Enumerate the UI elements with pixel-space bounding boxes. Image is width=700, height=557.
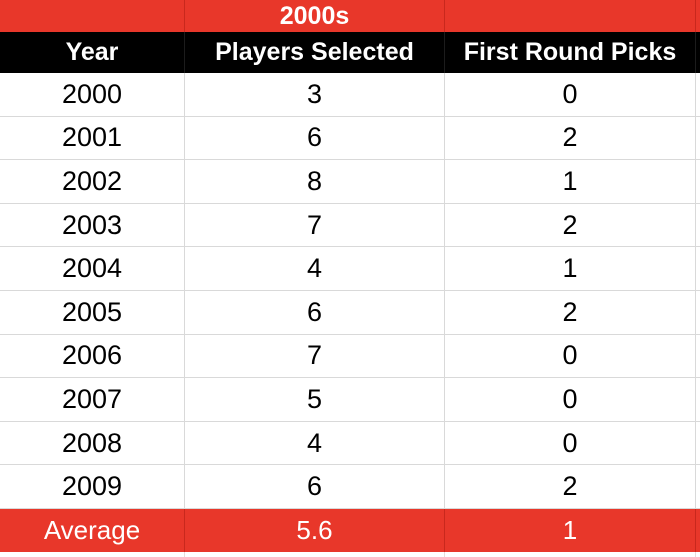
year-cell: 2002 bbox=[61, 165, 123, 196]
first-round-picks-cell: 2 bbox=[444, 290, 695, 334]
table-row-2000: 2000 3 0 bbox=[0, 73, 700, 117]
players-selected-cell: 8 bbox=[184, 160, 444, 203]
year-cell: 2006 bbox=[61, 340, 123, 371]
year-cell: 2008 bbox=[61, 427, 123, 458]
players-selected-cell: 7 bbox=[184, 203, 444, 247]
decade-title: 2000s bbox=[184, 0, 444, 32]
first-round-picks-cell: 0 bbox=[444, 378, 695, 421]
year-cell: 2003 bbox=[61, 209, 123, 240]
year-cell: 2004 bbox=[61, 253, 123, 284]
column-header-year: Year bbox=[65, 38, 119, 66]
year-cell: 2000 bbox=[61, 78, 123, 109]
sliver-cell bbox=[695, 465, 700, 508]
year-cell: 2009 bbox=[61, 471, 123, 502]
average-row: Average 5.6 1 bbox=[0, 508, 700, 552]
column-header-sliver-cell bbox=[695, 32, 700, 73]
sliver-cell bbox=[695, 334, 700, 378]
column-header-row: Year Players Selected First Round Picks bbox=[0, 32, 700, 73]
year-cell: 2001 bbox=[61, 122, 123, 153]
players-selected-cell: 4 bbox=[184, 247, 444, 290]
sliver-cell bbox=[695, 203, 700, 247]
sliver-cell bbox=[695, 73, 700, 116]
players-selected-cell: 4 bbox=[184, 421, 444, 465]
sliver-cell bbox=[695, 160, 700, 203]
first-round-picks-cell: 0 bbox=[444, 334, 695, 378]
average-first-round-picks: 1 bbox=[444, 508, 695, 552]
first-round-picks-cell: 1 bbox=[444, 160, 695, 203]
year-cell: 2005 bbox=[61, 296, 123, 327]
players-selected-cell: 7 bbox=[184, 334, 444, 378]
decade-banner-right-cell bbox=[444, 0, 695, 32]
year-cell: 2007 bbox=[61, 383, 123, 414]
sliver-cell bbox=[695, 378, 700, 421]
decade-banner-left-cell bbox=[0, 0, 184, 32]
first-round-picks-cell: 2 bbox=[444, 203, 695, 247]
table-row-2004: 2004 4 1 bbox=[0, 247, 700, 291]
average-players-selected: 5.6 bbox=[184, 508, 444, 552]
table-row-2002: 2002 8 1 bbox=[0, 160, 700, 204]
table-row-2005: 2005 6 2 bbox=[0, 290, 700, 335]
players-selected-cell: 6 bbox=[184, 116, 444, 160]
first-round-picks-cell: 1 bbox=[444, 247, 695, 290]
players-selected-cell: 3 bbox=[184, 73, 444, 116]
first-round-picks-cell: 0 bbox=[444, 421, 695, 465]
players-selected-cell: 6 bbox=[184, 465, 444, 508]
players-selected-cell: 5 bbox=[184, 378, 444, 421]
decade-banner-row: 2000s bbox=[0, 0, 700, 32]
table-row-2006: 2006 7 0 bbox=[0, 334, 700, 379]
table-row-2007: 2007 5 0 bbox=[0, 378, 700, 422]
sliver-cell bbox=[695, 247, 700, 290]
sliver-cell bbox=[695, 421, 700, 465]
players-selected-cell: 6 bbox=[184, 290, 444, 334]
first-round-picks-cell: 2 bbox=[444, 465, 695, 508]
table-row-2008: 2008 4 0 bbox=[0, 421, 700, 466]
average-sliver-cell bbox=[695, 508, 700, 552]
column-header-players-selected: Players Selected bbox=[184, 32, 444, 73]
decade-banner-sliver-cell bbox=[695, 0, 700, 32]
first-round-picks-cell: 0 bbox=[444, 73, 695, 116]
sliver-cell bbox=[695, 116, 700, 160]
table-row-2009: 2009 6 2 bbox=[0, 465, 700, 509]
first-round-picks-cell: 2 bbox=[444, 116, 695, 160]
bottom-strip bbox=[0, 551, 700, 557]
average-label: Average bbox=[43, 514, 141, 545]
table-row-2001: 2001 6 2 bbox=[0, 116, 700, 161]
table-row-2003: 2003 7 2 bbox=[0, 203, 700, 248]
sliver-cell bbox=[695, 290, 700, 334]
column-header-first-round-picks: First Round Picks bbox=[444, 32, 695, 73]
